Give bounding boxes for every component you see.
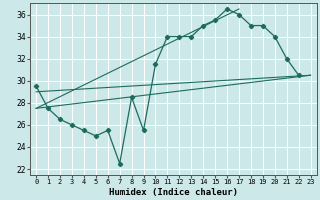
X-axis label: Humidex (Indice chaleur): Humidex (Indice chaleur) bbox=[109, 188, 238, 197]
